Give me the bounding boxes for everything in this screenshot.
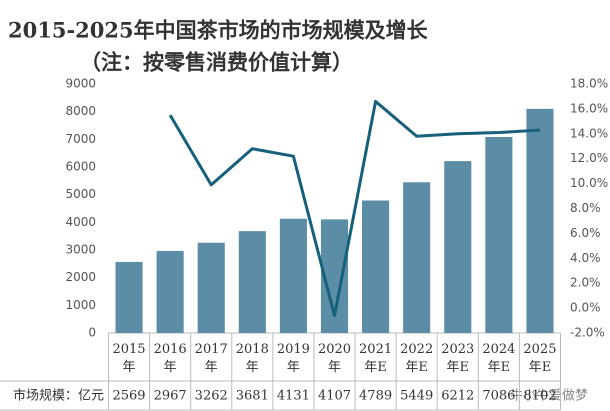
y2-tick-label: 14.0% (570, 126, 608, 140)
y-tick-label: 5000 (65, 187, 96, 201)
watermark: 牛小牛爱做梦 (510, 389, 588, 404)
y2-tick-label: 16.0% (570, 101, 608, 115)
y-tick-label: 8000 (65, 104, 96, 118)
table-value: 2569 (112, 389, 145, 404)
bar (444, 161, 472, 333)
y2-tick-label: 18.0% (570, 77, 608, 91)
table-value: 3262 (195, 389, 228, 404)
chart-title: 2015-2025年中国茶市场的市场规模及增长 (8, 18, 429, 43)
x-tick-label: 2016 年 (154, 342, 187, 375)
table-value: 7086 (482, 389, 515, 404)
y-tick-label: 9000 (65, 77, 96, 91)
x-tick-label: 2022 年E (400, 342, 433, 375)
table-value: 4131 (277, 389, 310, 404)
table-value: 2967 (154, 389, 187, 404)
y-tick-label: 2000 (65, 270, 96, 284)
y2-tick-label: 12.0% (570, 151, 608, 165)
table-row-label: 市场规模：亿元 (13, 388, 104, 404)
x-tick-label: 2025 年E (523, 342, 556, 375)
table-value: 6212 (441, 389, 474, 404)
table-value: 4789 (359, 389, 392, 404)
y-tick-label: 7000 (65, 132, 96, 146)
bar (197, 242, 225, 333)
y-tick-label: 6000 (65, 160, 96, 174)
chart-subtitle: （注：按零售消费价值计算） (80, 50, 353, 75)
y2-tick-label: 10.0% (570, 176, 608, 190)
y2-tick-label: 0.0% (570, 301, 601, 315)
x-tick-label: 2018 年 (236, 342, 269, 375)
bar (485, 136, 513, 333)
bar (279, 218, 307, 333)
bar (403, 182, 431, 333)
x-tick-label: 2021 年E (359, 342, 392, 375)
table-value: 4107 (318, 389, 351, 404)
bar (156, 250, 184, 333)
table-value: 3681 (236, 389, 269, 404)
x-tick-label: 2015 年 (112, 342, 145, 375)
bar (238, 231, 266, 333)
bar (115, 261, 143, 333)
bar (362, 200, 390, 333)
x-tick-label: 2024 年E (482, 342, 515, 375)
table-value: 8102 (523, 389, 556, 404)
y2-tick-label: 2.0% (570, 276, 601, 290)
y-tick-label: 4000 (65, 215, 96, 229)
line-series (168, 99, 541, 318)
y2-tick-label: 6.0% (570, 226, 601, 240)
x-tick-label: 2020 年 (318, 342, 351, 375)
x-tick-label: 2017 年 (195, 342, 228, 375)
y-tick-label: 1000 (65, 298, 96, 312)
y2-tick-label: -2.0% (570, 326, 605, 340)
table-value: 5449 (400, 389, 433, 404)
y2-tick-label: 8.0% (570, 201, 601, 215)
y-tick-label: 0 (88, 326, 96, 340)
y2-tick-label: 4.0% (570, 251, 601, 265)
x-tick-label: 2019 年 (277, 342, 310, 375)
bar (526, 108, 554, 333)
y-tick-label: 3000 (65, 243, 96, 257)
x-tick-label: 2023 年E (441, 342, 474, 375)
